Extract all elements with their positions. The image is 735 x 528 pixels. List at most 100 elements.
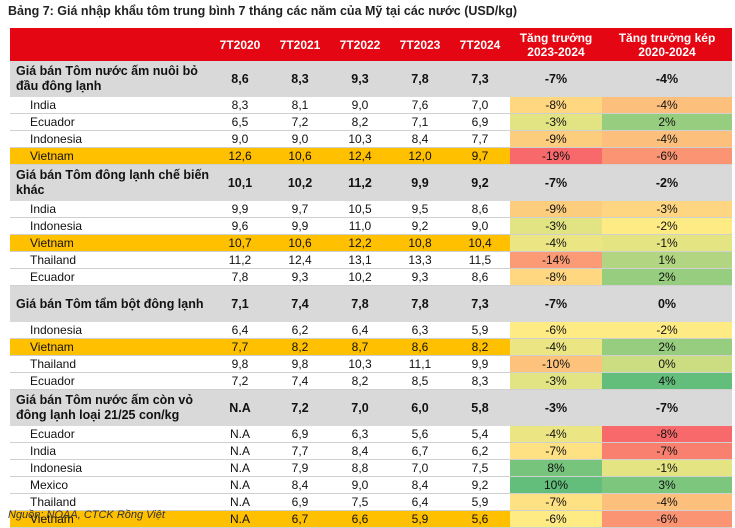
header-blank (10, 28, 210, 61)
price-cell: 6,7 (270, 510, 330, 528)
price-cell: 8,3 (210, 97, 270, 114)
group-value: 9,3 (330, 61, 390, 97)
price-cell: 9,9 (450, 355, 510, 373)
cagr-cell: -2% (602, 322, 732, 339)
price-cell: 7,7 (210, 338, 270, 356)
price-cell: 8,1 (270, 97, 330, 114)
price-cell: 8,6 (450, 268, 510, 286)
growth-cell: -6% (510, 510, 602, 528)
growth-cell: -6% (510, 322, 602, 339)
group-value: 6,0 (390, 389, 450, 426)
price-cell: 6,4 (330, 322, 390, 339)
cagr-cell: -4% (602, 493, 732, 511)
cagr-cell: 0% (602, 355, 732, 373)
group-value: 9,9 (390, 164, 450, 201)
price-cell: 11,5 (450, 251, 510, 269)
growth-cell: -7% (510, 493, 602, 511)
price-cell: 10,6 (270, 147, 330, 165)
country-name: Indonesia (10, 130, 210, 148)
table-row: Vietnam 7,7 8,2 8,7 8,6 8,2 -4% 2% (10, 338, 732, 356)
country-name: Thailand (10, 355, 210, 373)
cagr-cell: -4% (602, 97, 732, 114)
country-name: Vietnam (10, 147, 210, 165)
growth-cell: -10% (510, 355, 602, 373)
cagr-cell: 2% (602, 268, 732, 286)
cagr-cell: -3% (602, 201, 732, 218)
country-name: Indonesia (10, 217, 210, 235)
growth-cell: -8% (510, 268, 602, 286)
group-growth: -7% (510, 164, 602, 201)
country-name: India (10, 442, 210, 460)
price-cell: 8,2 (330, 372, 390, 390)
price-cell: N.A (210, 493, 270, 511)
table-header: 7T2020 7T2021 7T2022 7T2023 7T2024 Tăng … (10, 28, 732, 61)
group-growth: -7% (510, 285, 602, 322)
price-cell: 6,4 (210, 322, 270, 339)
table-row: Indonesia 9,6 9,9 11,0 9,2 9,0 -3% -2% (10, 217, 732, 235)
price-cell: 6,9 (450, 113, 510, 131)
table-row: Ecuador 7,8 9,3 10,2 9,3 8,6 -8% 2% (10, 268, 732, 286)
price-cell: 5,9 (390, 510, 450, 528)
country-name: Thailand (10, 251, 210, 269)
price-cell: 10,4 (450, 234, 510, 252)
header-7t2021: 7T2021 (270, 28, 330, 61)
group-value: 7,0 (330, 389, 390, 426)
group-label: Giá bán Tôm nước ấm nuôi bỏ đầu đông lạn… (10, 61, 210, 97)
growth-cell: -9% (510, 201, 602, 218)
group-value: 7,8 (390, 61, 450, 97)
price-cell: 10,2 (330, 268, 390, 286)
group-value: 8,6 (210, 61, 270, 97)
growth-cell: 10% (510, 476, 602, 494)
price-cell: 12,4 (330, 147, 390, 165)
price-cell: 7,8 (210, 268, 270, 286)
price-cell: 7,1 (390, 113, 450, 131)
price-cell: 7,5 (330, 493, 390, 511)
cagr-cell: -7% (602, 442, 732, 460)
country-name: Indonesia (10, 322, 210, 339)
price-cell: 9,3 (390, 268, 450, 286)
table-row: Ecuador 7,2 7,4 8,2 8,5 8,3 -3% 4% (10, 372, 732, 390)
cagr-cell: -1% (602, 234, 732, 252)
price-cell: N.A (210, 476, 270, 494)
growth-cell: -8% (510, 97, 602, 114)
price-cell: 7,2 (270, 113, 330, 131)
price-cell: 5,9 (450, 322, 510, 339)
price-cell: 7,7 (450, 130, 510, 148)
price-cell: 7,9 (270, 459, 330, 477)
header-7t2020: 7T2020 (210, 28, 270, 61)
growth-cell: -3% (510, 372, 602, 390)
table-row: Indonesia N.A 7,9 8,8 7,0 7,5 8% -1% (10, 459, 732, 477)
price-cell: 13,1 (330, 251, 390, 269)
cagr-cell: -1% (602, 459, 732, 477)
price-cell: 12,2 (330, 234, 390, 252)
price-cell: 5,6 (390, 426, 450, 443)
price-cell: 6,7 (390, 442, 450, 460)
header-7t2022: 7T2022 (330, 28, 390, 61)
growth-cell: -14% (510, 251, 602, 269)
cagr-cell: -8% (602, 426, 732, 443)
table-row: Vietnam N.A 6,7 6,6 5,9 5,6 -6% -6% (10, 510, 732, 528)
growth-cell: -9% (510, 130, 602, 148)
growth-cell: -4% (510, 338, 602, 356)
price-cell: 8,7 (330, 338, 390, 356)
price-cell: 9,2 (390, 217, 450, 235)
price-cell: 6,9 (270, 426, 330, 443)
price-cell: 9,0 (330, 476, 390, 494)
price-cell: N.A (210, 510, 270, 528)
group-value: 8,3 (270, 61, 330, 97)
group-cagr: -2% (602, 164, 732, 201)
country-name: India (10, 97, 210, 114)
group-value: 7,4 (270, 285, 330, 322)
price-cell: 9,3 (270, 268, 330, 286)
price-cell: N.A (210, 426, 270, 443)
table-row: Vietnam 12,6 10,6 12,4 12,0 9,7 -19% -6% (10, 147, 732, 165)
country-name: India (10, 201, 210, 218)
price-cell: 8,4 (390, 476, 450, 494)
group-value: 7,8 (390, 285, 450, 322)
country-name: Ecuador (10, 372, 210, 390)
header-7t2023: 7T2023 (390, 28, 450, 61)
cagr-cell: 4% (602, 372, 732, 390)
header-growth: Tăng trưởng 2023-2024 (510, 28, 602, 61)
group-cagr: -4% (602, 61, 732, 97)
growth-cell: -3% (510, 113, 602, 131)
